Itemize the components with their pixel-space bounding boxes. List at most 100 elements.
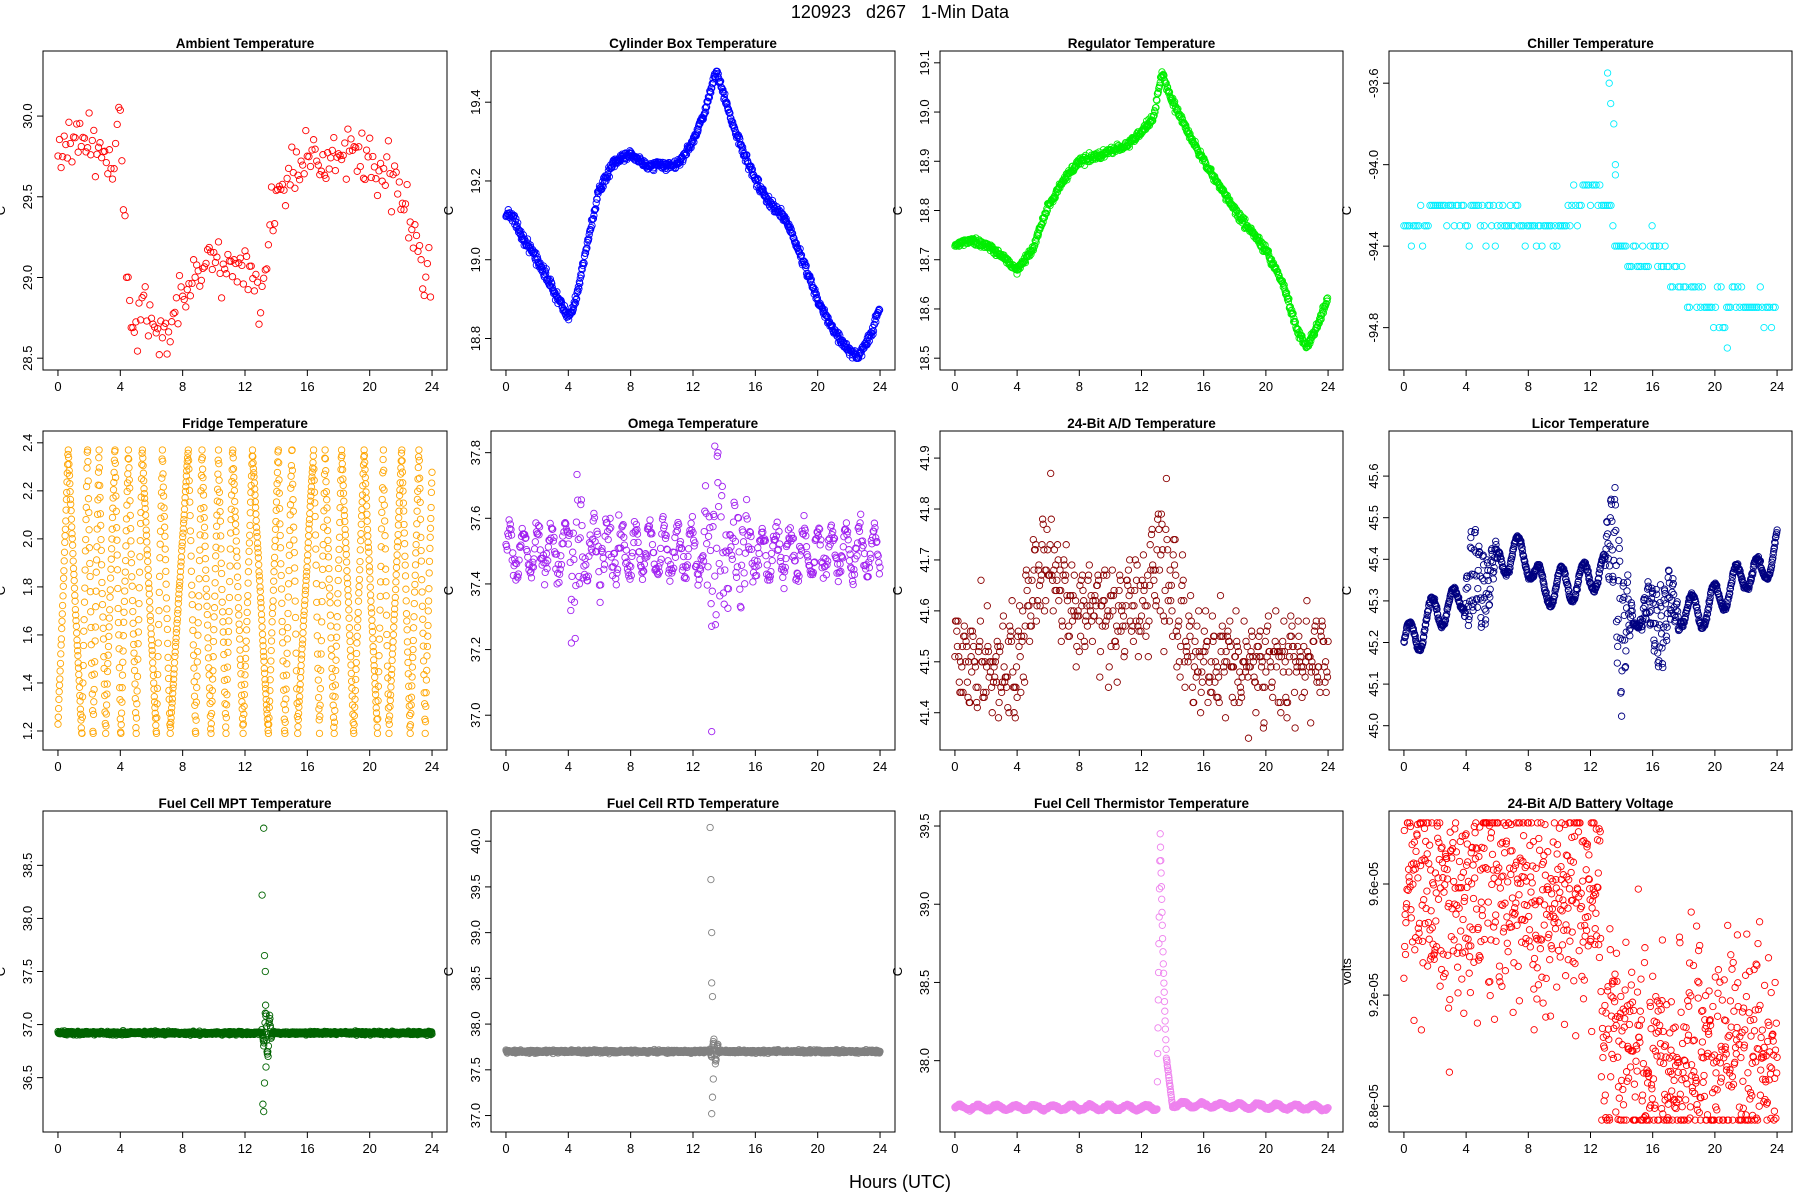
data-point bbox=[121, 212, 129, 220]
data-point bbox=[188, 591, 196, 599]
data-point bbox=[1603, 69, 1612, 77]
data-point bbox=[703, 540, 711, 548]
data-point bbox=[953, 627, 961, 635]
data-point bbox=[567, 639, 576, 647]
data-point bbox=[162, 594, 171, 602]
data-point bbox=[772, 523, 780, 531]
data-point bbox=[573, 470, 581, 479]
data-point bbox=[204, 644, 212, 652]
data-point bbox=[577, 496, 586, 504]
data-point bbox=[1122, 602, 1130, 610]
data-point bbox=[611, 559, 619, 567]
y-tick-label: 30.0 bbox=[20, 103, 35, 128]
data-point bbox=[1193, 622, 1201, 630]
data-point bbox=[1016, 653, 1024, 661]
x-tick-label: 16 bbox=[748, 379, 762, 394]
y-tick-label: 37.8 bbox=[468, 440, 483, 465]
data-point bbox=[593, 195, 601, 203]
data-point bbox=[96, 139, 104, 147]
x-tick-label: 24 bbox=[1770, 379, 1784, 394]
data-point bbox=[401, 561, 409, 569]
data-point bbox=[82, 515, 90, 524]
data-point bbox=[396, 470, 405, 478]
data-point bbox=[157, 317, 165, 325]
x-tick-label: 8 bbox=[1076, 379, 1083, 394]
data-point bbox=[344, 592, 352, 600]
data-point bbox=[319, 523, 328, 531]
data-point bbox=[169, 310, 177, 318]
data-point bbox=[267, 183, 276, 191]
data-point bbox=[355, 575, 364, 584]
data-point bbox=[114, 584, 122, 593]
data-point bbox=[59, 592, 67, 600]
data-point bbox=[61, 538, 69, 547]
y-tick-label: 1.2 bbox=[20, 722, 35, 740]
data-point bbox=[246, 531, 254, 539]
data-point bbox=[158, 334, 167, 342]
data-point bbox=[103, 690, 111, 698]
data-point bbox=[57, 641, 65, 649]
data-point bbox=[687, 519, 695, 527]
data-point bbox=[325, 575, 333, 583]
data-point bbox=[110, 165, 118, 173]
data-point bbox=[318, 581, 326, 589]
panel-title: Omega Temperature bbox=[628, 416, 759, 431]
data-point bbox=[357, 520, 365, 528]
data-point bbox=[703, 581, 711, 589]
data-point bbox=[400, 540, 409, 548]
data-point bbox=[192, 716, 200, 724]
data-point bbox=[202, 585, 210, 593]
x-tick-label: 8 bbox=[1525, 379, 1532, 394]
data-point bbox=[824, 313, 832, 322]
data-point bbox=[163, 614, 171, 623]
y-tick-label: 41.9 bbox=[917, 445, 932, 470]
plot-frame bbox=[1388, 50, 1793, 371]
data-point bbox=[122, 515, 131, 523]
data-point bbox=[186, 527, 195, 535]
data-point bbox=[1482, 242, 1490, 250]
data-point bbox=[1088, 637, 1097, 646]
data-point bbox=[347, 677, 356, 685]
data-point bbox=[228, 273, 237, 281]
data-point bbox=[335, 545, 343, 554]
data-point bbox=[1474, 584, 1482, 593]
data-point bbox=[130, 649, 138, 657]
data-point bbox=[684, 552, 692, 561]
data-point bbox=[1307, 719, 1315, 727]
data-point bbox=[289, 168, 297, 177]
data-point bbox=[345, 606, 353, 614]
data-point bbox=[82, 535, 90, 544]
data-point bbox=[245, 539, 254, 547]
data-point bbox=[284, 580, 293, 588]
data-point bbox=[297, 667, 305, 676]
data-point bbox=[107, 565, 115, 573]
data-point bbox=[180, 295, 188, 304]
data-point bbox=[183, 285, 191, 294]
x-tick-label: 12 bbox=[686, 759, 700, 774]
data-point bbox=[306, 162, 315, 171]
data-point bbox=[99, 613, 107, 621]
data-point bbox=[266, 666, 275, 674]
data-point bbox=[163, 625, 172, 634]
data-point bbox=[224, 250, 232, 259]
data-point bbox=[410, 588, 419, 596]
data-point bbox=[340, 497, 348, 505]
data-point bbox=[288, 143, 296, 151]
data-point bbox=[382, 611, 391, 619]
data-point bbox=[80, 616, 88, 624]
x-tick-label: 4 bbox=[117, 759, 124, 774]
data-point bbox=[585, 230, 593, 239]
data-point bbox=[118, 157, 126, 165]
x-tick-label: 8 bbox=[627, 379, 634, 394]
data-point bbox=[976, 617, 985, 625]
data-point bbox=[1262, 668, 1270, 676]
data-point bbox=[1303, 597, 1311, 605]
x-tick-label: 24 bbox=[1321, 759, 1335, 774]
data-point bbox=[1160, 647, 1168, 656]
data-point bbox=[398, 199, 407, 207]
data-point bbox=[222, 729, 230, 738]
data-point bbox=[291, 577, 299, 585]
data-point bbox=[711, 442, 719, 450]
data-point bbox=[1105, 663, 1113, 671]
